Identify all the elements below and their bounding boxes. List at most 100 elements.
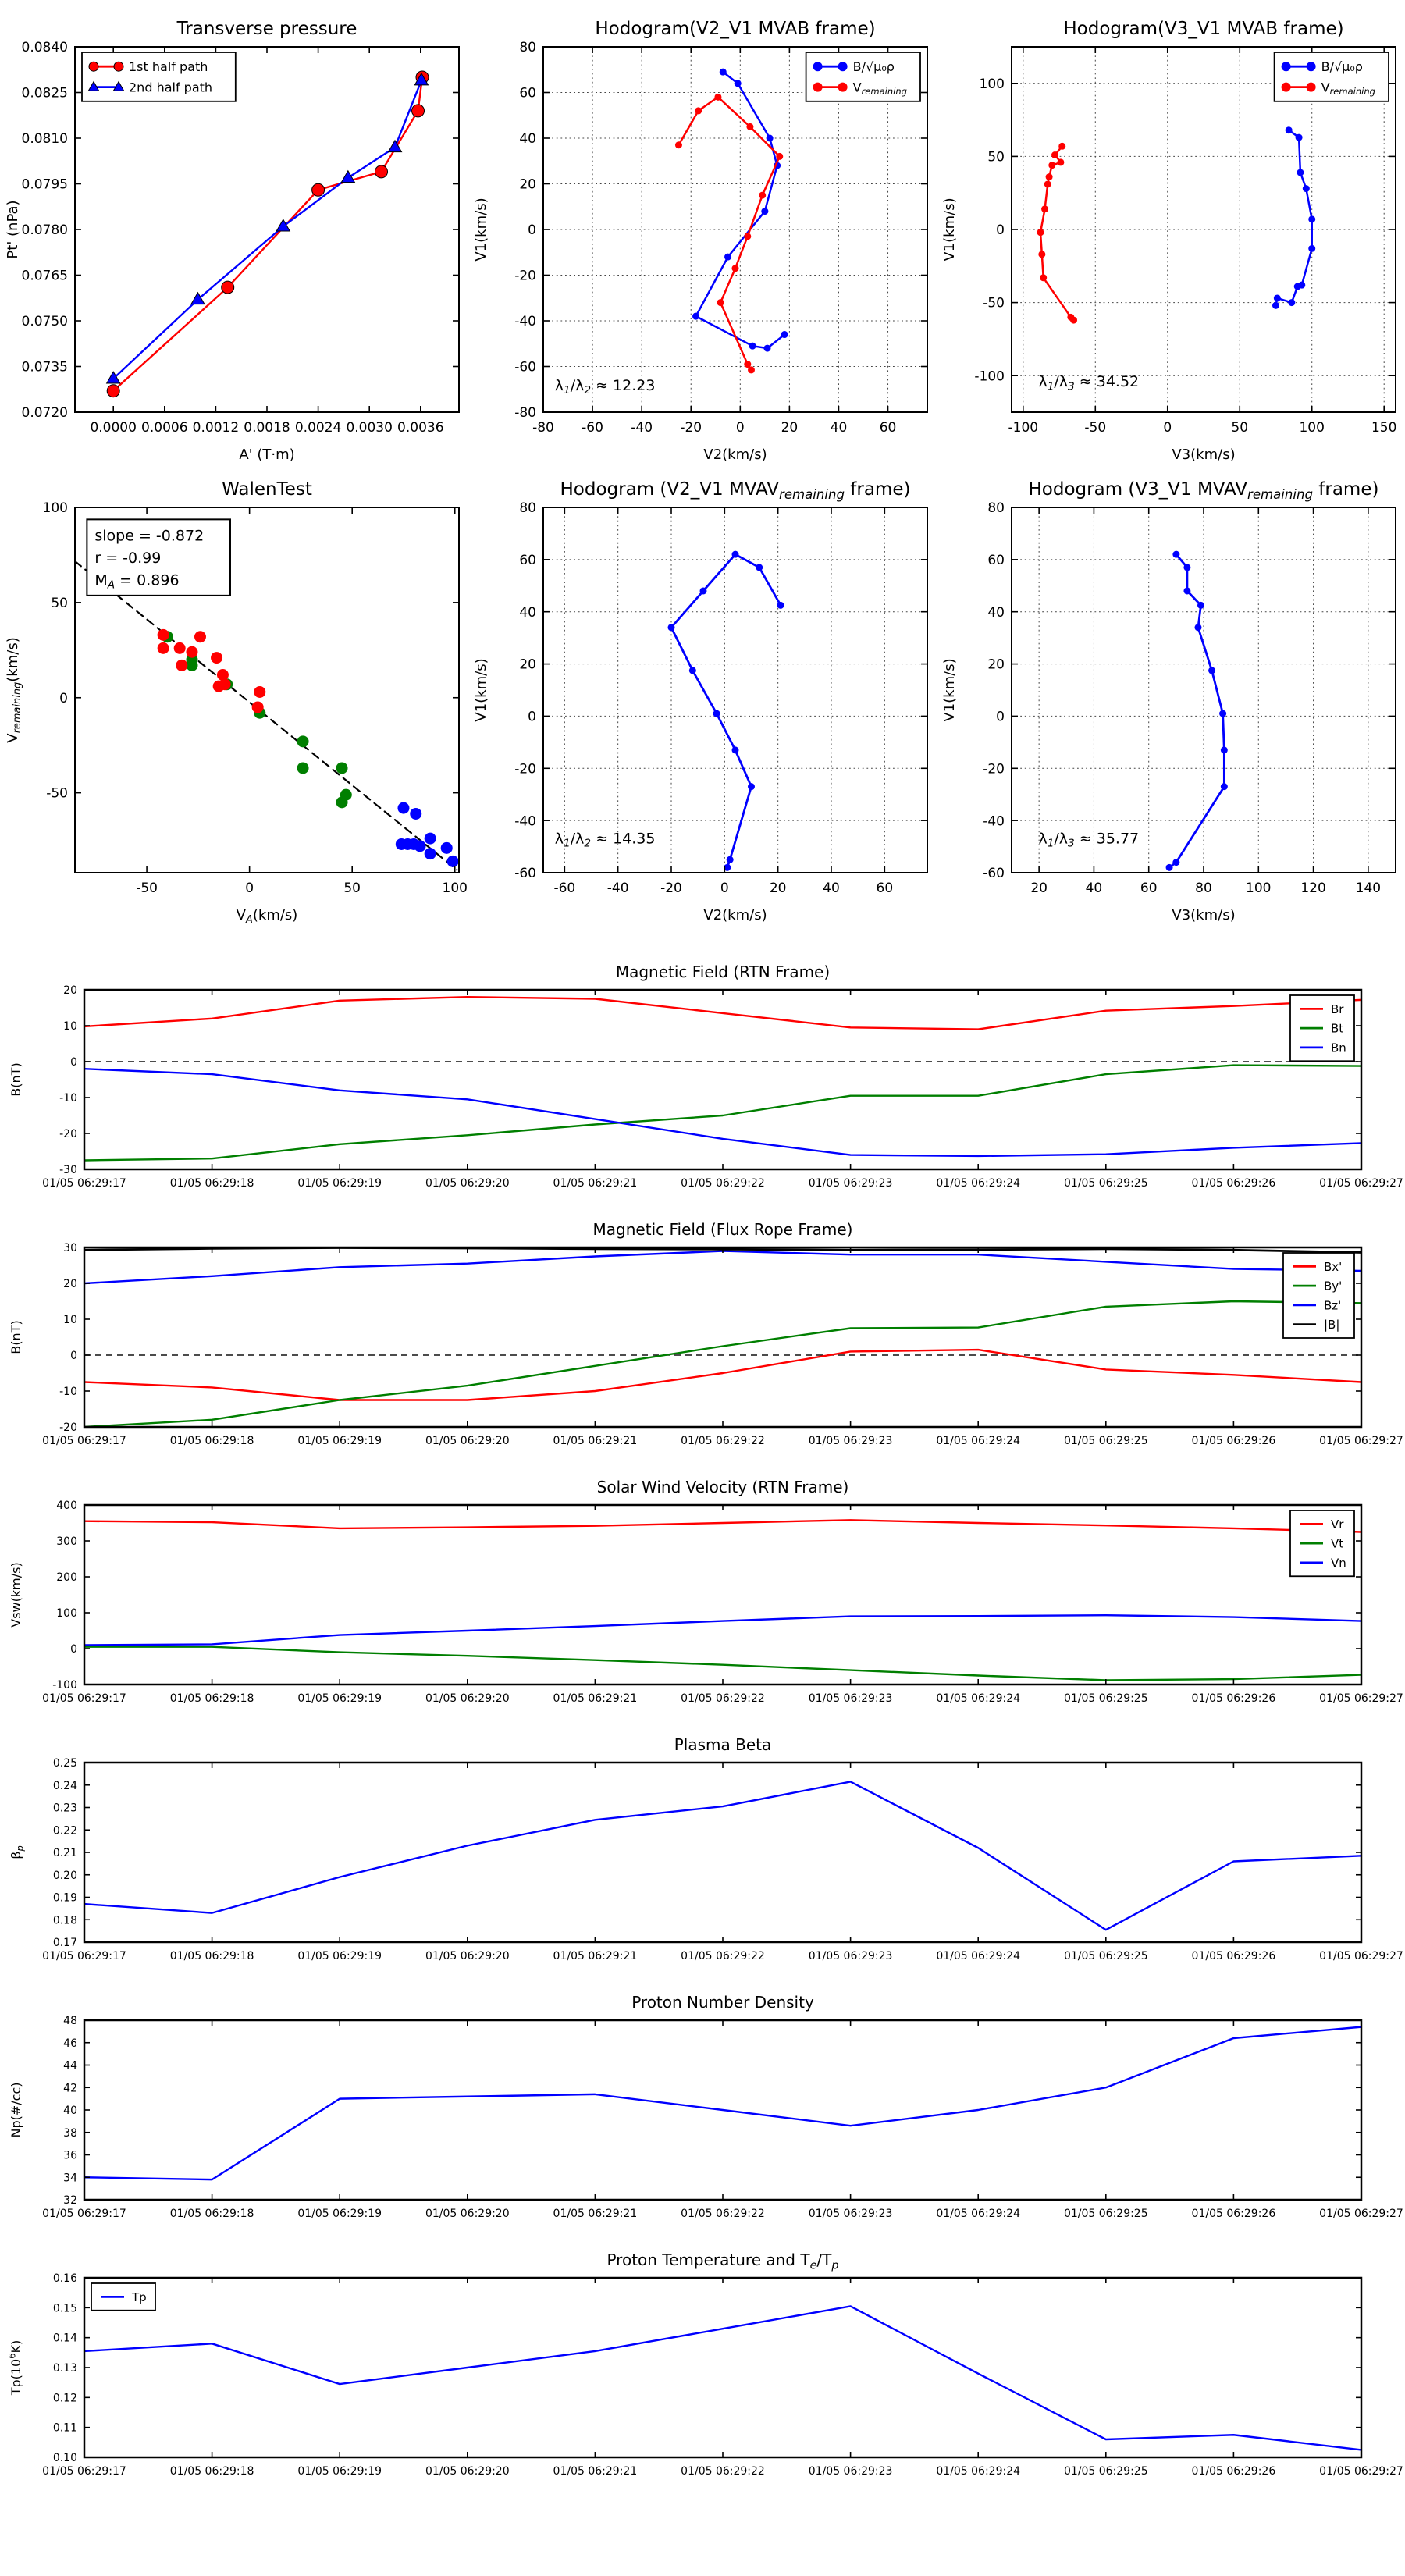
svg-text:Vremaining: Vremaining <box>1321 80 1375 97</box>
svg-text:01/05 06:29:17: 01/05 06:29:17 <box>42 1950 126 1962</box>
svg-text:-100: -100 <box>52 1679 77 1692</box>
svg-text:10: 10 <box>63 1020 77 1033</box>
svg-text:0.22: 0.22 <box>53 1824 77 1837</box>
svg-text:50: 50 <box>51 596 68 611</box>
svg-text:-10: -10 <box>59 1386 77 1398</box>
svg-text:-10: -10 <box>59 1092 77 1105</box>
svg-text:42: 42 <box>63 2082 77 2094</box>
svg-text:0.0765: 0.0765 <box>22 269 68 284</box>
chart-svg-hodogram-v3v1-mvav: 20 40 60 80 100 120 140 -60 -40 -20 0 20 40 60 80 Hodog… <box>937 471 1405 932</box>
svg-text:20: 20 <box>987 657 1005 673</box>
svg-text:01/05 06:29:27: 01/05 06:29:27 <box>1319 1692 1403 1705</box>
svg-text:01/05 06:29:19: 01/05 06:29:19 <box>297 2465 382 2478</box>
svg-text:01/05 06:29:17: 01/05 06:29:17 <box>42 2208 126 2220</box>
series-black-0 <box>74 560 458 871</box>
chart-hodogram-v2v1-mvab: -80 -60 -40 -20 0 20 40 60 -80 -60 -40 -20 0 20 40 60 80… <box>468 11 937 471</box>
svg-text:01/05 06:29:22: 01/05 06:29:22 <box>681 2208 765 2220</box>
svg-text:01/05 06:29:22: 01/05 06:29:22 <box>681 1435 765 1447</box>
svg-text:80: 80 <box>519 40 536 55</box>
svg-text:-20: -20 <box>983 761 1005 777</box>
svg-text:46: 46 <box>63 2037 77 2050</box>
chart-hodogram-v3v1-mvab: -100 -50 0 50 100 150 -100 -50 0 50 100 Hodogram(V3… <box>937 11 1405 471</box>
svg-text:32: 32 <box>63 2194 77 2207</box>
svg-text:0.0036: 0.0036 <box>397 420 443 436</box>
svg-text:-20: -20 <box>680 420 702 436</box>
svg-text:01/05 06:29:19: 01/05 06:29:19 <box>297 1177 382 1190</box>
figure: 0.0000 0.0006 0.0012 0.0018 0.0024 0.0030 0.00… <box>0 11 1405 2501</box>
legend: Vr Vt Vn <box>1289 1510 1355 1578</box>
svg-text:01/05 06:29:24: 01/05 06:29:24 <box>936 1950 1020 1962</box>
chart-svg-transverse-pressure: 0.0000 0.0006 0.0012 0.0018 0.0024 0.0030 0.00… <box>0 11 468 471</box>
svg-text:0: 0 <box>70 1056 77 1069</box>
axes: -60 -40 -20 0 20 40 60 -60 -40 -20 0 20 40 60 80 <box>514 500 928 896</box>
svg-text:80: 80 <box>1195 881 1212 896</box>
svg-text:-60: -60 <box>553 881 575 896</box>
axes: -80 -60 -40 -20 0 20 40 60 -80 -60 -40 -20 0 20 40 60 80 <box>514 40 928 436</box>
svg-text:60: 60 <box>987 553 1005 568</box>
svg-text:01/05 06:29:24: 01/05 06:29:24 <box>936 2208 1020 2220</box>
svg-text:01/05 06:29:17: 01/05 06:29:17 <box>42 1177 126 1190</box>
chart-solar-wind-velocity: 01/05 06:29:17 01/05 06:29:18 01/05 06:29:… <box>0 1471 1405 1728</box>
svg-text:0.0735: 0.0735 <box>22 360 68 375</box>
svg-text:01/05 06:29:26: 01/05 06:29:26 <box>1192 2208 1276 2220</box>
panel-stack: 01/05 06:29:17 01/05 06:29:18 01/05 06:29:… <box>0 955 1405 2501</box>
chart-svg-hodogram-v2v1-mvav: -60 -40 -20 0 20 40 60 -60 -40 -20 0 20 40 60 80 Hodogr… <box>468 471 937 932</box>
chart-title: Transverse pressure <box>176 19 357 39</box>
svg-text:0.17: 0.17 <box>53 1937 77 1949</box>
svg-text:-30: -30 <box>59 1164 77 1176</box>
series-Bt <box>84 1064 1362 1162</box>
chart-proton-density: 01/05 06:29:17 01/05 06:29:18 01/05 06:29:… <box>0 1986 1405 2243</box>
axes: 01/05 06:29:17 01/05 06:29:18 01/05 06:29:… <box>42 2272 1403 2478</box>
axes: -100 -50 0 50 100 150 -100 -50 0 50 100 <box>974 46 1396 436</box>
svg-text:0.24: 0.24 <box>53 1780 77 1792</box>
svg-text:60: 60 <box>1140 881 1158 896</box>
axes: 01/05 06:29:17 01/05 06:29:18 01/05 06:29:… <box>42 984 1403 1190</box>
svg-text:01/05 06:29:26: 01/05 06:29:26 <box>1192 1177 1276 1190</box>
chart-svg-solar-wind-velocity: 01/05 06:29:17 01/05 06:29:18 01/05 06:29:… <box>0 1471 1405 1728</box>
svg-text:01/05 06:29:27: 01/05 06:29:27 <box>1319 2465 1403 2478</box>
svg-text:01/05 06:29:23: 01/05 06:29:23 <box>809 1692 893 1705</box>
chart-walen-test: -50 0 50 100 -50 0 50 100 WalenTest VA(km/s) Vrema… <box>0 471 468 932</box>
legend: 1st half path 2nd half path <box>81 52 237 102</box>
svg-text:-80: -80 <box>532 420 554 436</box>
chart-svg-proton-temperature: 01/05 06:29:17 01/05 06:29:18 01/05 06:29:… <box>0 2243 1405 2501</box>
svg-text:200: 200 <box>56 1571 77 1584</box>
chart-svg-plasma-beta: 01/05 06:29:17 01/05 06:29:18 01/05 06:29:… <box>0 1728 1405 1986</box>
svg-text:0.14: 0.14 <box>53 2332 77 2345</box>
svg-text:-40: -40 <box>983 813 1005 829</box>
svg-text:01/05 06:29:22: 01/05 06:29:22 <box>681 1177 765 1190</box>
chart-svg-magnetic-field-flux-rope: 01/05 06:29:17 01/05 06:29:18 01/05 06:29:… <box>0 1213 1405 1471</box>
chart-title: Hodogram(V3_V1 MVAB frame) <box>1063 19 1343 39</box>
svg-text:01/05 06:29:27: 01/05 06:29:27 <box>1319 1435 1403 1447</box>
svg-text:0: 0 <box>528 710 536 725</box>
svg-text:0: 0 <box>528 222 536 238</box>
svg-text:0.19: 0.19 <box>53 1892 77 1905</box>
svg-text:01/05 06:29:26: 01/05 06:29:26 <box>1192 1435 1276 1447</box>
chart-magnetic-field-flux-rope: 01/05 06:29:17 01/05 06:29:18 01/05 06:29:… <box>0 1213 1405 1471</box>
svg-text:01/05 06:29:20: 01/05 06:29:20 <box>425 1435 510 1447</box>
svg-text:Vremaining: Vremaining <box>853 80 907 97</box>
svg-text:1st half path: 1st half path <box>129 59 208 74</box>
svg-text:0.0018: 0.0018 <box>244 420 290 436</box>
svg-text:01/05 06:29:17: 01/05 06:29:17 <box>42 2465 126 2478</box>
svg-text:10: 10 <box>63 1314 77 1326</box>
svg-text:01/05 06:29:21: 01/05 06:29:21 <box>553 2465 638 2478</box>
series-2nd half path <box>105 72 429 384</box>
svg-text:01/05 06:29:25: 01/05 06:29:25 <box>1064 2465 1148 2478</box>
chart-svg-proton-density: 01/05 06:29:17 01/05 06:29:18 01/05 06:29:… <box>0 1986 1405 2243</box>
series-Bx' <box>84 1348 1362 1401</box>
svg-text:01/05 06:29:24: 01/05 06:29:24 <box>936 1435 1020 1447</box>
svg-text:36: 36 <box>63 2150 77 2162</box>
svg-text:0.0840: 0.0840 <box>22 40 68 55</box>
svg-text:-50: -50 <box>1084 420 1106 436</box>
svg-text:80: 80 <box>987 500 1005 516</box>
svg-text:-40: -40 <box>607 881 629 896</box>
svg-text:20: 20 <box>63 984 77 997</box>
chart-title: Magnetic Field (Flux Rope Frame) <box>593 1220 853 1239</box>
series-red-2 <box>157 628 266 713</box>
svg-text:01/05 06:29:19: 01/05 06:29:19 <box>297 1950 382 1962</box>
svg-text:r = -0.99: r = -0.99 <box>94 550 161 567</box>
svg-text:01/05 06:29:21: 01/05 06:29:21 <box>553 2208 638 2220</box>
svg-text:01/05 06:29:17: 01/05 06:29:17 <box>42 1692 126 1705</box>
chart-svg-hodogram-v3v1-mvab: -100 -50 0 50 100 150 -100 -50 0 50 100 Hodogram(V3… <box>937 11 1405 471</box>
